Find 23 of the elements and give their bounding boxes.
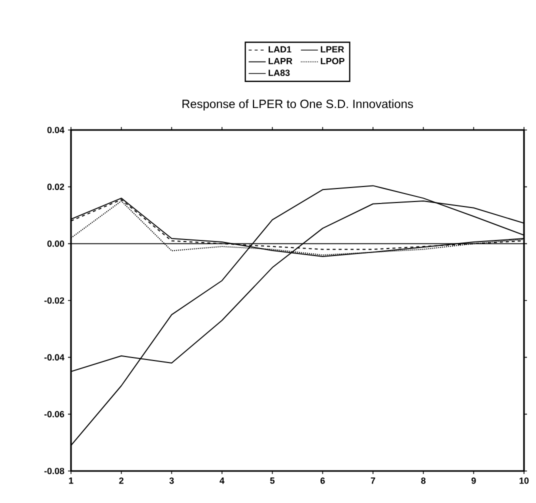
legend-label: LPOP [320, 58, 344, 64]
legend-label: LPER [320, 46, 344, 52]
legend-label: LAPR [268, 58, 292, 64]
y-tick-label: -0.04 [44, 354, 64, 361]
x-tick-label: 3 [169, 478, 174, 484]
y-tick-label: -0.02 [44, 297, 64, 304]
y-tick-label: -0.08 [44, 468, 64, 474]
legend-label: LA83 [268, 70, 290, 76]
x-tick-label: 2 [119, 478, 124, 484]
x-tick-label: 7 [370, 478, 376, 484]
y-tick-label: -0.06 [44, 410, 64, 418]
x-tick-label: 8 [421, 478, 426, 484]
x-tick-label: 9 [471, 478, 476, 484]
y-tick-label: 0.02 [47, 184, 64, 190]
x-tick-label: 10 [520, 478, 529, 484]
y-tick-label: 0.04 [47, 126, 64, 134]
x-tick-label: 4 [220, 478, 224, 484]
x-tick-label: 6 [320, 478, 325, 484]
chart-title: Response of LPER to One S.D. Innovations [182, 99, 413, 110]
y-tick-label: 0.00 [47, 240, 64, 247]
x-tick-label: 5 [270, 478, 275, 484]
x-tick-label: 1 [69, 478, 74, 484]
legend-label: LAD1 [268, 46, 292, 52]
